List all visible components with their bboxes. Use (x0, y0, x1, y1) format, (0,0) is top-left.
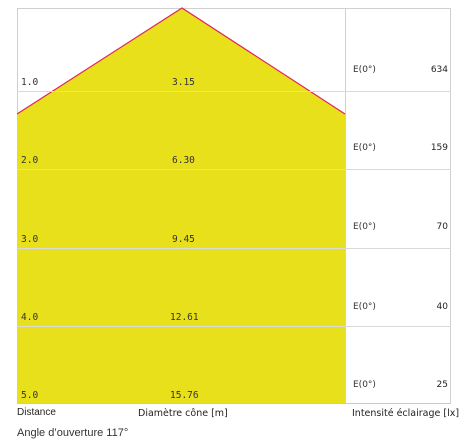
distance-value: 1.0 (21, 77, 38, 88)
diameter-axis-label: Diamètre cône [m] (138, 408, 228, 419)
illuminance-value: 70 (437, 222, 449, 232)
illuminance-value: 25 (437, 380, 448, 390)
light-cone-diagram: 1.0 3.15 E(0°) 634 2.0 6.30 E(0°) 159 3.… (16, 7, 451, 404)
beam-angle-caption: Angle d’ouverture 117° (17, 427, 129, 439)
diameter-value: 6.30 (172, 155, 195, 166)
diameter-value: 3.15 (172, 77, 195, 88)
diameter-value: 15.76 (170, 390, 199, 401)
illuminance-label: E(0°) (353, 222, 376, 232)
illuminance-label: E(0°) (353, 143, 376, 153)
cone-fill (17, 8, 345, 403)
distance-value: 3.0 (21, 234, 38, 245)
illuminance-label: E(0°) (353, 65, 376, 75)
diameter-value: 9.45 (172, 234, 195, 245)
illuminance-value: 634 (431, 65, 448, 75)
illuminance-label: E(0°) (353, 302, 376, 312)
cone-edge (16, 7, 346, 115)
distance-value: 4.0 (21, 312, 38, 323)
illuminance-value: 159 (431, 143, 448, 153)
diameter-value: 12.61 (170, 312, 199, 323)
illuminance-axis-label: Intensité éclairage [lx] (352, 408, 459, 419)
distance-value: 5.0 (21, 390, 38, 401)
illuminance-value: 40 (437, 302, 449, 312)
illuminance-label: E(0°) (353, 380, 376, 390)
distance-value: 2.0 (21, 155, 38, 166)
distance-axis-label: Distance (17, 407, 56, 418)
